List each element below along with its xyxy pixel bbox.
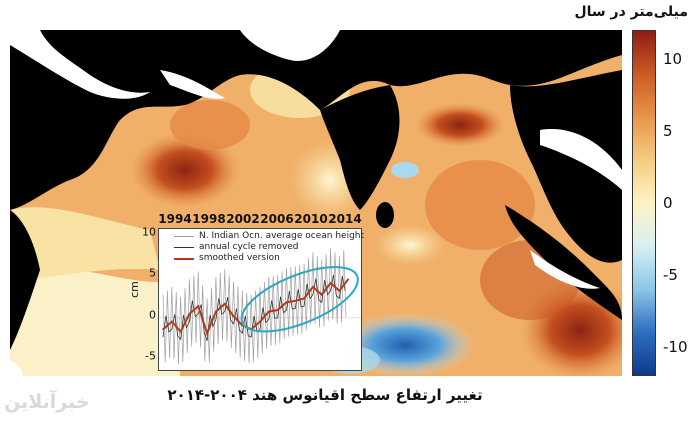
smoothed-point: [206, 332, 208, 334]
map-caption: تغییر ارتفاع سطح اقیانوس هند ۲۰۰۴-۲۰۱۴: [167, 386, 483, 404]
smoothed-point: [329, 282, 332, 284]
white-strait: [540, 129, 622, 190]
colorbar-unit-title: میلی‌متر در سال: [574, 4, 688, 20]
smoothed-point: [320, 293, 323, 296]
smoothed-point: [259, 320, 261, 323]
land-north: [10, 30, 622, 210]
sea-level-map: [10, 30, 640, 380]
year-label-2014: 2014: [328, 212, 362, 226]
smoothed-point: [171, 320, 173, 323]
series-annual-cycle-removed-line: [162, 274, 346, 342]
smoothed-point: [215, 310, 217, 313]
pale-patch-ceylon-south: [375, 225, 445, 265]
smoothed-point: [197, 305, 200, 308]
colorbar: [632, 30, 656, 376]
legend-label-smoothed: smoothed version: [199, 253, 280, 263]
smoothed-point: [223, 303, 226, 305]
y-axis-label: cm: [127, 281, 141, 298]
sumatra-coast: [530, 250, 600, 289]
smoothed-point: [303, 297, 305, 300]
land-southeast-asia: [510, 70, 622, 263]
smoothed-point: [232, 315, 235, 318]
smoothed-point: [338, 289, 341, 292]
smoothed-point: [179, 330, 182, 333]
smoothed-point: [347, 278, 349, 281]
legend-swatch-annual: [174, 247, 194, 248]
land-sri-lanka: [376, 202, 394, 228]
warm-patch-north: [170, 100, 250, 150]
colorbar-label: 0: [663, 194, 673, 212]
smoothed-point: [312, 286, 314, 288]
hot-spot-bay-of-bengal: [415, 103, 505, 147]
trend-highlight-ellipse: [240, 266, 359, 333]
madagascar-coast: [10, 360, 23, 376]
warm-patch-bay: [425, 160, 535, 250]
smoothed-point: [162, 328, 164, 331]
hot-spot-arabian-sea: [130, 132, 240, 208]
light-blue-patch: [391, 162, 419, 178]
red-sea-coast: [10, 30, 150, 99]
smoothed-point: [285, 301, 288, 304]
legend-entry-smoothed: smoothed version: [174, 253, 364, 264]
year-label-2010: 2010: [294, 212, 328, 226]
legend-entry-average: N. Indian Ocn. average ocean height: [174, 231, 364, 242]
legend-label-annual: annual cycle removed: [199, 242, 299, 252]
year-label-1994: 1994: [158, 212, 192, 226]
land-africa: [10, 210, 40, 350]
inset-legend: N. Indian Ocn. average ocean height annu…: [174, 231, 364, 264]
pale-region-southwest: [10, 267, 180, 376]
caspian-area: [240, 30, 340, 61]
smoothed-point: [268, 310, 270, 313]
inset-chart: N. Indian Ocn. average ocean height annu…: [158, 228, 364, 371]
map-svg: [10, 30, 640, 380]
year-label-1998: 1998: [192, 212, 226, 226]
smoothed-point: [188, 313, 191, 315]
ytick-0: 0: [149, 308, 156, 322]
legend-swatch-average: [174, 236, 194, 237]
year-label-2006: 2006: [260, 212, 294, 226]
ytick-10: 10: [142, 225, 156, 239]
colorbar-label: -10: [663, 338, 688, 357]
colorbar-label: 10: [663, 49, 683, 68]
land-india: [320, 85, 400, 210]
legend-label-average: N. Indian Ocn. average ocean height: [199, 231, 365, 241]
smoothed-point: [276, 309, 279, 311]
persian-gulf: [160, 70, 225, 99]
khabaronline-logo: خبرآنلاین: [4, 391, 90, 413]
land-sumatra: [505, 205, 622, 320]
legend-swatch-smoothed: [174, 257, 194, 260]
pale-region-west: [10, 207, 160, 280]
series-average-height-line: [162, 248, 347, 364]
ytick-neg5: -5: [145, 349, 156, 363]
year-label-2002: 2002: [226, 212, 260, 226]
colorbar-label: 5: [663, 121, 673, 140]
legend-entry-annual: annual cycle removed: [174, 242, 364, 253]
colorbar-label: -5: [663, 266, 678, 285]
series-smoothed-line: [162, 278, 349, 337]
smoothed-point: [294, 300, 297, 302]
ytick-5: 5: [149, 266, 156, 280]
inset-plot-svg: [159, 248, 361, 364]
